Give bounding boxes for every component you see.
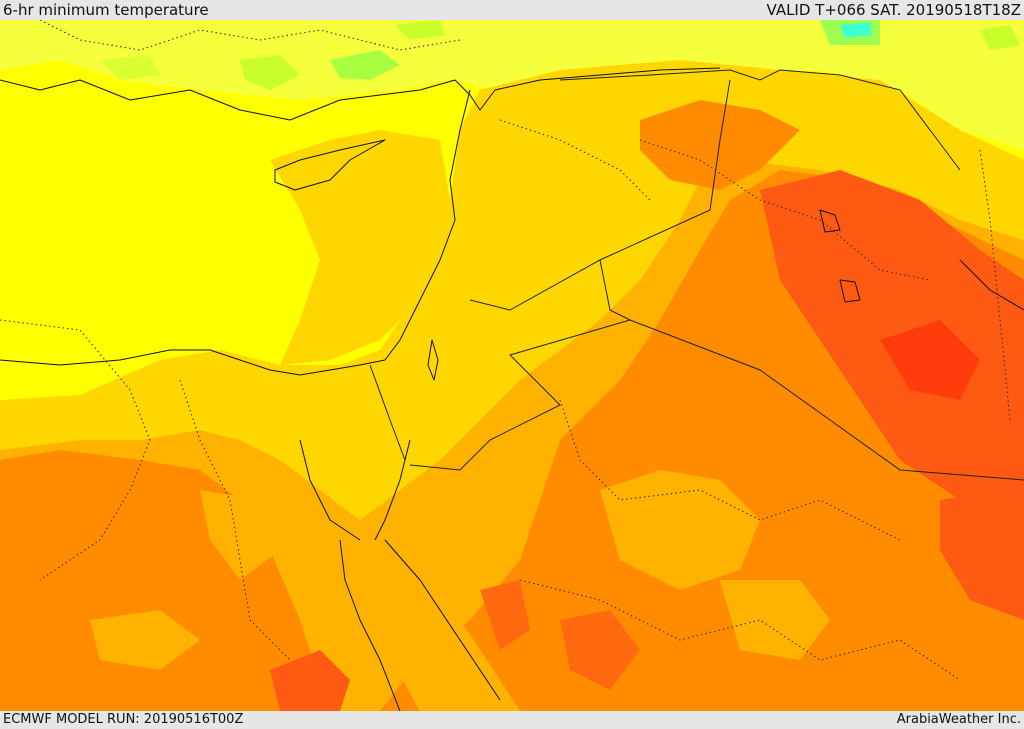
saudi-iraq-border — [629, 319, 1024, 481]
red-orange-zone — [880, 320, 980, 400]
footer-bar: ECMWF MODEL RUN: 20190516T00Z ArabiaWeat… — [0, 711, 1024, 729]
valid-time: VALID T+066 SAT. 20190518T18Z — [766, 1, 1021, 19]
red-sea-east-coast — [384, 539, 501, 701]
admin-boundary — [499, 119, 651, 201]
lake-tharthar — [819, 209, 841, 233]
amber-patch — [720, 580, 830, 660]
gold-zone — [270, 130, 450, 365]
red-orange-zone — [940, 490, 1024, 620]
admin-boundary — [0, 319, 151, 581]
red-orange-zone — [270, 650, 350, 711]
admin-boundary — [179, 379, 291, 661]
green-patch — [240, 55, 300, 90]
orange-zone — [640, 100, 800, 190]
red-sea-west-coast — [339, 539, 401, 711]
admin-boundary — [559, 399, 901, 541]
amber-patch — [600, 470, 760, 590]
turkey-coastline — [0, 67, 721, 121]
model-run: ECMWF MODEL RUN: 20190516T00Z — [3, 712, 244, 727]
sinai-gulf-suez — [299, 439, 361, 541]
red-orange-zone — [560, 610, 640, 690]
gold-zone — [0, 60, 1024, 520]
admin-boundary — [979, 149, 1011, 421]
levant-coastline — [384, 89, 471, 361]
cyprus-outline — [274, 139, 386, 191]
header-bar: 6-hr minimum temperature VALID T+066 SAT… — [0, 0, 1024, 20]
gulf-coastline — [959, 259, 1024, 311]
green-patch — [100, 55, 160, 80]
admin-boundary — [39, 20, 461, 51]
lake-habbaniyah — [839, 279, 861, 303]
temperature-map — [0, 20, 1024, 711]
amber-patch — [200, 490, 280, 580]
admin-boundary — [519, 579, 961, 681]
syria-iraq-border — [559, 69, 961, 171]
green-patch — [330, 50, 400, 80]
dead-sea — [427, 339, 439, 381]
credit: ArabiaWeather Inc. — [896, 712, 1021, 727]
amber-patch — [90, 610, 200, 670]
green-patch — [395, 20, 445, 40]
egypt-israel-border — [369, 364, 406, 461]
map-title: 6-hr minimum temperature — [3, 1, 209, 19]
jordan-border — [409, 259, 632, 471]
red-orange-zone — [480, 580, 530, 650]
syria-iraq-east-border — [469, 79, 731, 311]
cyan-patch — [840, 22, 872, 38]
egypt-coastline — [0, 349, 386, 376]
green-patch — [980, 25, 1020, 50]
admin-boundary — [639, 139, 931, 281]
